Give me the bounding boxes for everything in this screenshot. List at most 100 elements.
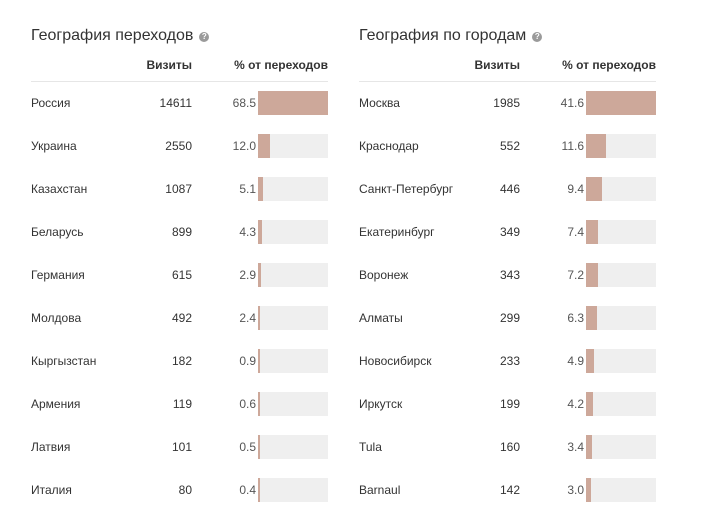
table-row[interactable]: Воронеж 343 7.2 xyxy=(359,263,656,287)
row-name: Barnaul xyxy=(359,483,401,497)
row-name: Краснодар xyxy=(359,139,419,153)
row-name: Казахстан xyxy=(31,182,88,196)
visits-column-header[interactable]: Визиты xyxy=(474,58,520,72)
table-row[interactable]: Tula 160 3.4 xyxy=(359,435,656,459)
table-row[interactable]: Молдова 492 2.4 xyxy=(31,306,328,330)
percent-bar-track xyxy=(586,220,656,244)
visits-column-header[interactable]: Визиты xyxy=(146,58,192,72)
row-percent: 7.2 xyxy=(567,268,584,282)
cities-title: География по городам ? xyxy=(359,27,543,45)
percent-bar-fill xyxy=(586,435,592,459)
percent-bar-track xyxy=(258,306,328,330)
row-visits: 80 xyxy=(178,483,192,497)
percent-bar-track xyxy=(258,91,328,115)
percent-bar-track xyxy=(258,134,328,158)
row-name: Армения xyxy=(31,397,81,411)
table-divider xyxy=(31,81,328,82)
row-percent: 9.4 xyxy=(567,182,584,196)
percent-bar-fill xyxy=(258,263,261,287)
table-row[interactable]: Кыргызстан 182 0.9 xyxy=(31,349,328,373)
row-visits: 1985 xyxy=(493,96,520,110)
percent-column-header[interactable]: % от переходов xyxy=(234,58,328,72)
row-visits: 349 xyxy=(499,225,520,239)
row-percent: 41.6 xyxy=(560,96,584,110)
row-percent: 2.9 xyxy=(239,268,256,282)
percent-bar-fill xyxy=(258,220,262,244)
table-row[interactable]: Новосибирск 233 4.9 xyxy=(359,349,656,373)
percent-bar-track xyxy=(258,478,328,502)
percent-bar-track xyxy=(586,435,656,459)
percent-bar-track xyxy=(586,478,656,502)
percent-bar-fill xyxy=(586,177,602,201)
percent-bar-track xyxy=(586,134,656,158)
table-row[interactable]: Санкт-Петербург 446 9.4 xyxy=(359,177,656,201)
row-visits: 233 xyxy=(499,354,520,368)
table-row[interactable]: Германия 615 2.9 xyxy=(31,263,328,287)
row-name: Беларусь xyxy=(31,225,84,239)
table-row[interactable]: Италия 80 0.4 xyxy=(31,478,328,502)
row-name: Иркутск xyxy=(359,397,403,411)
table-row[interactable]: Украина 2550 12.0 xyxy=(31,134,328,158)
table-row[interactable]: Москва 1985 41.6 xyxy=(359,91,656,115)
row-name: Новосибирск xyxy=(359,354,432,368)
row-percent: 4.2 xyxy=(567,397,584,411)
row-percent: 5.1 xyxy=(239,182,256,196)
table-row[interactable]: Беларусь 899 4.3 xyxy=(31,220,328,244)
percent-bar-track xyxy=(258,435,328,459)
countries-title: География переходов ? xyxy=(31,27,210,45)
row-visits: 492 xyxy=(171,311,192,325)
row-name: Молдова xyxy=(31,311,82,325)
table-row[interactable]: Казахстан 1087 5.1 xyxy=(31,177,328,201)
percent-bar-track xyxy=(258,349,328,373)
table-row[interactable]: Иркутск 199 4.2 xyxy=(359,392,656,416)
row-name: Кыргызстан xyxy=(31,354,97,368)
percent-bar-fill xyxy=(258,435,260,459)
percent-bar-track xyxy=(586,263,656,287)
row-percent: 7.4 xyxy=(567,225,584,239)
table-row[interactable]: Армения 119 0.6 xyxy=(31,392,328,416)
row-percent: 4.3 xyxy=(239,225,256,239)
row-visits: 14611 xyxy=(159,96,192,110)
row-visits: 899 xyxy=(171,225,192,239)
row-percent: 11.6 xyxy=(561,139,584,153)
percent-bar-track xyxy=(258,177,328,201)
cities-title-text: География по городам xyxy=(359,27,527,44)
percent-bar-fill xyxy=(258,91,328,115)
row-name: Германия xyxy=(31,268,85,282)
row-visits: 615 xyxy=(171,268,192,282)
percent-column-header[interactable]: % от переходов xyxy=(562,58,656,72)
percent-bar-track xyxy=(258,392,328,416)
table-row[interactable]: Алматы 299 6.3 xyxy=(359,306,656,330)
row-visits: 160 xyxy=(499,440,520,454)
table-row[interactable]: Латвия 101 0.5 xyxy=(31,435,328,459)
table-row[interactable]: Краснодар 552 11.6 xyxy=(359,134,656,158)
row-percent: 6.3 xyxy=(567,311,584,325)
percent-bar-fill xyxy=(586,478,591,502)
row-name: Санкт-Петербург xyxy=(359,182,454,196)
row-percent: 0.6 xyxy=(239,397,256,411)
percent-bar-track xyxy=(586,91,656,115)
row-name: Москва xyxy=(359,96,400,110)
row-visits: 343 xyxy=(499,268,520,282)
row-visits: 119 xyxy=(172,397,192,411)
table-row[interactable]: Barnaul 142 3.0 xyxy=(359,478,656,502)
percent-bar-track xyxy=(586,306,656,330)
percent-bar-track xyxy=(586,177,656,201)
help-icon[interactable]: ? xyxy=(199,32,210,42)
percent-bar-fill xyxy=(586,91,656,115)
row-name: Екатеринбург xyxy=(359,225,435,239)
table-row[interactable]: Екатеринбург 349 7.4 xyxy=(359,220,656,244)
row-percent: 2.4 xyxy=(239,311,256,325)
row-name: Россия xyxy=(31,96,71,110)
row-name: Алматы xyxy=(359,311,403,325)
row-visits: 199 xyxy=(499,397,520,411)
percent-bar-fill xyxy=(258,349,260,373)
help-icon[interactable]: ? xyxy=(532,32,543,42)
percent-bar-fill xyxy=(586,306,597,330)
table-row[interactable]: Россия 14611 68.5 xyxy=(31,91,328,115)
countries-title-text: География переходов xyxy=(31,27,194,44)
percent-bar-fill xyxy=(586,392,593,416)
row-percent: 3.0 xyxy=(567,483,584,497)
row-visits: 1087 xyxy=(165,182,192,196)
row-visits: 101 xyxy=(171,440,192,454)
